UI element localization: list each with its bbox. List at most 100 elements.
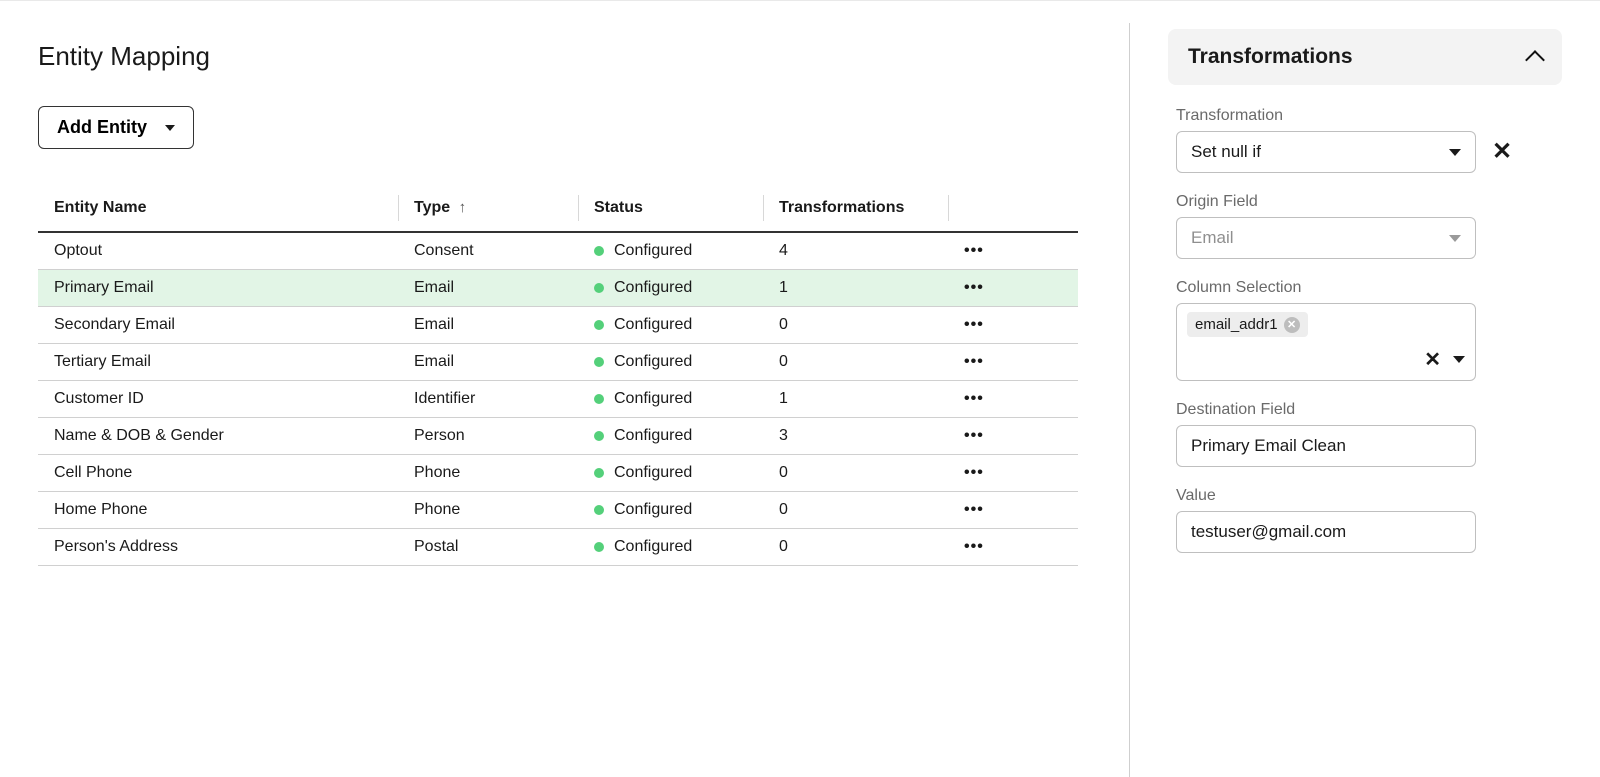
row-actions-button[interactable]: ••• xyxy=(948,344,1078,381)
transformation-select[interactable]: Set null if xyxy=(1176,131,1476,173)
column-tag: email_addr1 ✕ xyxy=(1187,312,1308,337)
row-actions-button[interactable]: ••• xyxy=(948,492,1078,529)
status-cell: Configured xyxy=(578,270,763,307)
status-cell: Configured xyxy=(578,381,763,418)
transformation-value: Set null if xyxy=(1191,142,1261,162)
transformations-cell: 0 xyxy=(763,492,948,529)
status-cell: Configured xyxy=(578,307,763,344)
table-row[interactable]: Name & DOB & GenderPerson Configured 3••• xyxy=(38,418,1078,455)
entity-table: Entity Name Type ↑ Status Transformation… xyxy=(38,185,1078,566)
entity-name-cell: Cell Phone xyxy=(38,455,398,492)
add-entity-button[interactable]: Add Entity xyxy=(38,106,194,149)
row-actions-button[interactable]: ••• xyxy=(948,307,1078,344)
origin-field-label: Origin Field xyxy=(1176,193,1562,211)
destination-field-input[interactable]: Primary Email Clean xyxy=(1176,425,1476,467)
clear-selection-button[interactable]: ✕ xyxy=(1424,347,1441,372)
entity-name-cell: Person's Address xyxy=(38,529,398,566)
page-root: Entity Mapping Add Entity Entity Name Ty… xyxy=(0,0,1600,777)
main-content: Entity Mapping Add Entity Entity Name Ty… xyxy=(0,1,1129,777)
col-transformations[interactable]: Transformations xyxy=(763,185,948,232)
entity-name-cell: Customer ID xyxy=(38,381,398,418)
entity-name-cell: Tertiary Email xyxy=(38,344,398,381)
status-dot-icon xyxy=(594,320,604,330)
entity-name-cell: Home Phone xyxy=(38,492,398,529)
status-text: Configured xyxy=(614,353,692,371)
status-text: Configured xyxy=(614,390,692,408)
table-row[interactable]: Secondary EmailEmailConfigured0••• xyxy=(38,307,1078,344)
table-row[interactable]: Person's AddressPostalConfigured0••• xyxy=(38,529,1078,566)
add-entity-label: Add Entity xyxy=(57,117,147,138)
side-panel: Transformations Transformation Set null … xyxy=(1130,1,1600,777)
chevron-down-icon xyxy=(165,125,175,131)
status-text: Configured xyxy=(614,279,692,297)
chevron-up-icon xyxy=(1525,50,1545,70)
transformations-cell: 0 xyxy=(763,344,948,381)
type-cell: Phone xyxy=(398,492,578,529)
status-cell: Configured xyxy=(578,418,763,455)
column-tag-label: email_addr1 xyxy=(1195,316,1278,333)
transformation-group: Transformation Set null if ✕ xyxy=(1176,107,1562,173)
status-cell: Configured xyxy=(578,529,763,566)
transformations-cell: 1 xyxy=(763,270,948,307)
transformations-panel-header[interactable]: Transformations xyxy=(1168,29,1562,85)
status-dot-icon xyxy=(594,357,604,367)
entity-name-cell: Optout xyxy=(38,232,398,270)
status-dot-icon xyxy=(594,394,604,404)
status-dot-icon xyxy=(594,542,604,552)
chevron-down-icon xyxy=(1449,149,1461,156)
status-cell: Configured xyxy=(578,344,763,381)
row-actions-button[interactable]: ••• xyxy=(948,270,1078,307)
status-dot-icon xyxy=(594,283,604,293)
row-actions-button[interactable]: ••• xyxy=(948,381,1078,418)
transformations-cell: 1 xyxy=(763,381,948,418)
entity-name-cell: Secondary Email xyxy=(38,307,398,344)
destination-field-value: Primary Email Clean xyxy=(1191,436,1346,455)
destination-field-group: Destination Field Primary Email Clean xyxy=(1176,401,1562,467)
page-title: Entity Mapping xyxy=(38,41,1129,72)
status-text: Configured xyxy=(614,427,692,445)
value-input[interactable]: testuser@gmail.com xyxy=(1176,511,1476,553)
origin-field-select: Email xyxy=(1176,217,1476,259)
row-actions-button[interactable]: ••• xyxy=(948,232,1078,270)
status-text: Configured xyxy=(614,316,692,334)
remove-transformation-button[interactable]: ✕ xyxy=(1492,140,1512,164)
type-cell: Person xyxy=(398,418,578,455)
type-cell: Postal xyxy=(398,529,578,566)
col-status[interactable]: Status xyxy=(578,185,763,232)
status-text: Configured xyxy=(614,242,692,260)
status-cell: Configured xyxy=(578,492,763,529)
col-actions xyxy=(948,185,1078,232)
table-header-row: Entity Name Type ↑ Status Transformation… xyxy=(38,185,1078,232)
remove-tag-button[interactable]: ✕ xyxy=(1284,317,1300,333)
transformations-cell: 0 xyxy=(763,529,948,566)
chevron-down-icon xyxy=(1453,356,1465,363)
status-dot-icon xyxy=(594,431,604,441)
transformations-panel-title: Transformations xyxy=(1188,45,1353,69)
status-cell: Configured xyxy=(578,455,763,492)
table-row[interactable]: Cell PhonePhoneConfigured0••• xyxy=(38,455,1078,492)
transformation-label: Transformation xyxy=(1176,107,1562,125)
type-cell: Consent xyxy=(398,232,578,270)
row-actions-button[interactable]: ••• xyxy=(948,418,1078,455)
origin-field-value: Email xyxy=(1191,228,1234,248)
row-actions-button[interactable]: ••• xyxy=(948,455,1078,492)
transformations-cell: 4 xyxy=(763,232,948,270)
status-cell: Configured xyxy=(578,232,763,270)
col-entity-name[interactable]: Entity Name xyxy=(38,185,398,232)
entity-name-cell: Primary Email xyxy=(38,270,398,307)
transformations-cell: 0 xyxy=(763,455,948,492)
type-cell: Email xyxy=(398,344,578,381)
origin-field-group: Origin Field Email xyxy=(1176,193,1562,259)
type-cell: Email xyxy=(398,307,578,344)
table-row[interactable]: Customer IDIdentifierConfigured1••• xyxy=(38,381,1078,418)
destination-field-label: Destination Field xyxy=(1176,401,1562,419)
table-row[interactable]: Primary EmailEmailConfigured1••• xyxy=(38,270,1078,307)
table-row[interactable]: Tertiary EmailEmail Configured 0••• xyxy=(38,344,1078,381)
table-row[interactable]: OptoutConsent Configured 4••• xyxy=(38,232,1078,270)
column-selection-multiselect[interactable]: email_addr1 ✕ ✕ xyxy=(1176,303,1476,381)
table-row[interactable]: Home PhonePhoneConfigured0••• xyxy=(38,492,1078,529)
col-type[interactable]: Type ↑ xyxy=(398,185,578,232)
transformations-cell: 3 xyxy=(763,418,948,455)
row-actions-button[interactable]: ••• xyxy=(948,529,1078,566)
entity-name-cell: Name & DOB & Gender xyxy=(38,418,398,455)
